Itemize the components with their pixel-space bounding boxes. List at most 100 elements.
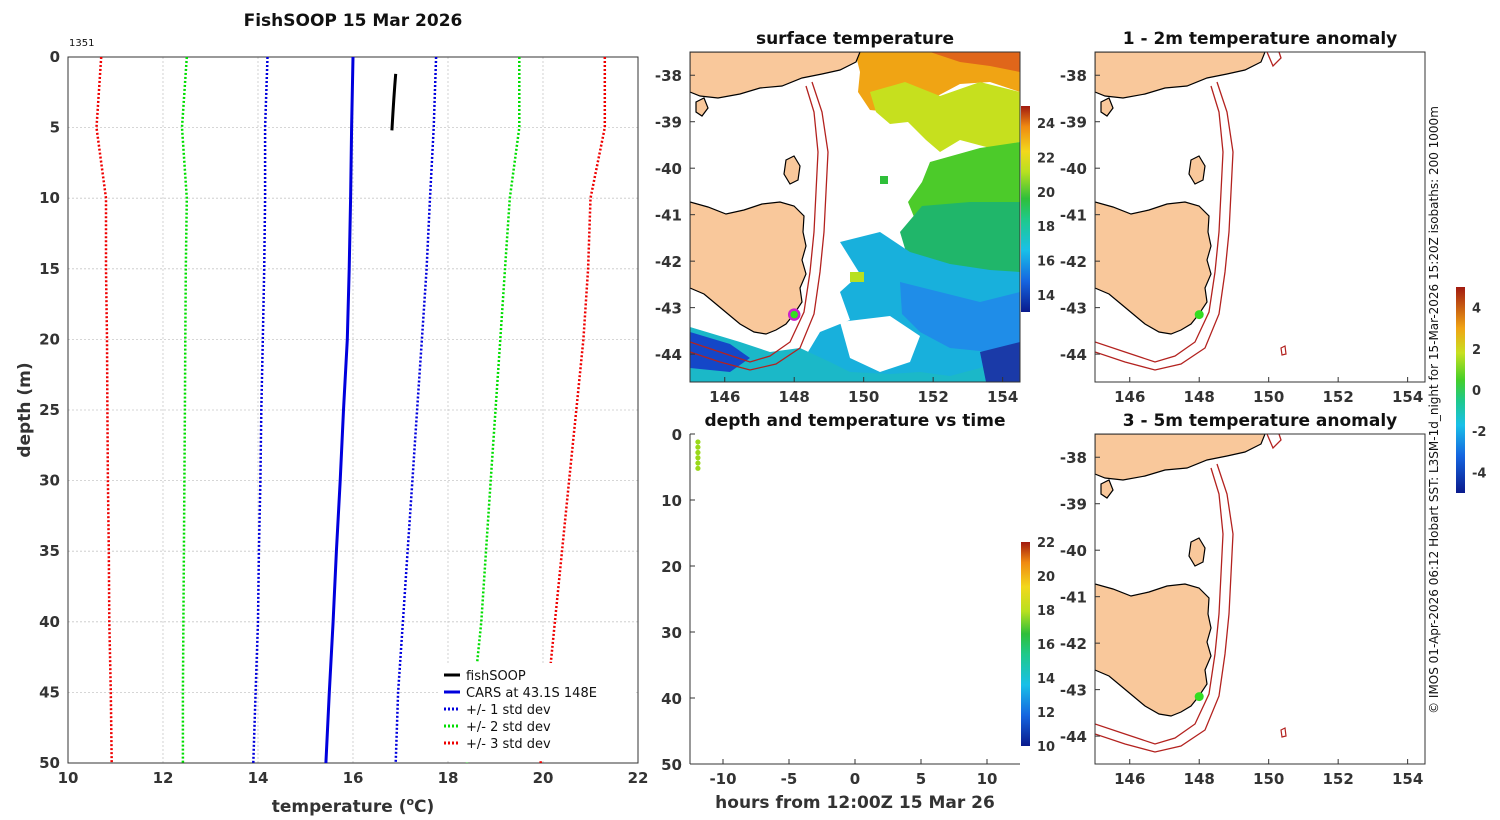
a1-y-tick--42: -42	[1060, 253, 1087, 271]
a2-x-tick-146: 146	[1114, 770, 1145, 788]
depth-time-colorbar-ticks: 10 12 14 16 18 20 22	[1037, 536, 1055, 755]
depth-time-colorbar-tick-22: 22	[1037, 536, 1055, 551]
a1-y-tick--44: -44	[1060, 346, 1087, 364]
a2-x-tick-154: 154	[1392, 770, 1423, 788]
depth-time-x-tick--10: -10	[709, 770, 736, 788]
sst-x-tick-146: 146	[709, 388, 740, 406]
legend-label-std1: +/- 1 std dev	[466, 703, 551, 718]
a1-y-tick--40: -40	[1060, 160, 1087, 178]
circle-marker-icon	[787, 308, 801, 321]
profile-xlabel-end: C)	[414, 797, 434, 817]
profile-y-axis-label: depth (m)	[15, 362, 35, 457]
profile-x-tick-12: 12	[153, 769, 174, 787]
sst-patch-seagreen	[900, 202, 1020, 272]
depth-time-point-0	[695, 439, 701, 445]
sst-x-ticks: 146 148 150 152 154	[709, 377, 1018, 406]
sst-colorbar-tick-18: 18	[1037, 220, 1055, 235]
depth-time-colorbar-tick-20: 20	[1037, 570, 1055, 585]
sst-y-tick--41: -41	[655, 207, 682, 225]
sst-x-tick-150: 150	[848, 388, 879, 406]
a2-y-tick--43: -43	[1060, 682, 1087, 700]
anomaly-colorbar-bar	[1456, 287, 1465, 493]
sst-patch-yellowgreen	[870, 82, 1020, 152]
depth-time-y-ticks: 0 10 20 30 40 50	[661, 426, 695, 774]
a2-y-tick--41: -41	[1060, 589, 1087, 607]
anomaly-colorbar: -4 -2 0 2 4	[1456, 287, 1486, 493]
sst-isobath-1000m	[690, 81, 829, 371]
profile-y-tick-35: 35	[39, 542, 60, 560]
anomaly-1-x-ticks: 146 148 150 152 154	[1114, 377, 1423, 406]
anomaly-1-title: 1 - 2m temperature anomaly	[1123, 29, 1398, 49]
a1-y-tick--39: -39	[1060, 114, 1087, 132]
a2-y-tick--44: -44	[1060, 728, 1087, 746]
a2-x-tick-152: 152	[1323, 770, 1354, 788]
a2-y-tick--42: -42	[1060, 635, 1087, 653]
profile-legend: fishSOOP CARS at 43.1S 148E +/- 1 std de…	[438, 663, 636, 761]
profile-x-tick-22: 22	[628, 769, 649, 787]
depth-time-x-tick--5: -5	[781, 770, 798, 788]
a1-x-tick-150: 150	[1253, 388, 1284, 406]
legend-label-fishsoop: fishSOOP	[466, 669, 526, 684]
depth-time-colorbar	[1021, 542, 1030, 746]
sst-x-tick-152: 152	[918, 388, 949, 406]
sst-map-field	[690, 52, 1020, 382]
sst-map-title: surface temperature	[756, 29, 954, 49]
sst-colorbar-tick-24: 24	[1037, 117, 1055, 132]
anomaly-colorbar-ticks: -4 -2 0 2 4	[1472, 302, 1486, 482]
depth-time-point-5	[695, 465, 701, 471]
profile-title: FishSOOP 15 Mar 2026	[244, 11, 463, 31]
profile-xlabel-sup: o	[406, 795, 414, 808]
a2-y-tick--39: -39	[1060, 496, 1087, 514]
anomaly-2-x-ticks: 146 148 150 152 154	[1114, 759, 1423, 788]
profile-y-tick-10: 10	[39, 189, 60, 207]
anomaly-colorbar-tick--4: -4	[1472, 466, 1486, 481]
sst-colorbar-tick-20: 20	[1037, 186, 1055, 201]
depth-time-y-tick-50: 50	[661, 756, 682, 774]
sst-patch-hot-northeast	[930, 52, 1020, 72]
anomaly-1-isobath-1000m	[1095, 81, 1234, 371]
profile-y-tick-5: 5	[50, 119, 60, 137]
legend-label-cars: CARS at 43.1S 148E	[466, 686, 597, 701]
anomaly-2-seamount	[1280, 727, 1287, 738]
sst-map: surface temperature	[655, 29, 1055, 406]
sst-cloud-gap	[840, 316, 920, 372]
anomaly-1-y-ticks: -38 -39 -40 -41 -42 -43 -44	[1060, 67, 1100, 364]
anomaly-2-field	[1095, 434, 1287, 753]
a2-y-tick--38: -38	[1060, 449, 1087, 467]
a1-y-tick--41: -41	[1060, 207, 1087, 225]
a1-y-tick--43: -43	[1060, 300, 1087, 318]
a1-x-tick-152: 152	[1323, 388, 1354, 406]
depth-time-y-tick-40: 40	[661, 690, 682, 708]
depth-time-colorbar-tick-12: 12	[1037, 706, 1055, 721]
depth-time-y-tick-0: 0	[672, 426, 682, 444]
depth-time-points	[695, 439, 701, 471]
anomaly-2-isobath-200m	[1095, 467, 1224, 745]
a2-y-tick--40: -40	[1060, 542, 1087, 560]
a1-x-tick-154: 154	[1392, 388, 1423, 406]
anomaly-colorbar-tick-4: 4	[1472, 302, 1481, 317]
credit-text: © IMOS 01-Apr-2026 06:12 Hobart SST: L3S…	[1427, 106, 1441, 714]
a2-x-tick-148: 148	[1184, 770, 1215, 788]
sst-y-tick--40: -40	[655, 160, 682, 178]
profile-series-4	[180, 56, 189, 763]
depth-time-x-ticks: -10 -5 0 5 10	[709, 759, 997, 788]
sst-y-tick--39: -39	[655, 114, 682, 132]
sst-speck-2	[850, 272, 864, 282]
profile-grid	[67, 56, 639, 764]
anomaly-map-1-2m: 1 - 2m temperature anomaly 146 148 150 152 1…	[1060, 29, 1426, 406]
profile-y-tick-0: 0	[50, 48, 60, 66]
profile-y-tick-50: 50	[39, 754, 60, 772]
depth-time-y-tick-30: 30	[661, 624, 682, 642]
anomaly-1-isobath-200m	[1095, 85, 1224, 363]
profile-x-ticks: 10 12 14 16 18 20 22	[58, 769, 649, 787]
depth-time-colorbar-tick-18: 18	[1037, 604, 1055, 619]
sst-colorbar	[1021, 106, 1030, 312]
profile-y-tick-30: 30	[39, 472, 60, 490]
sst-y-tick--43: -43	[655, 300, 682, 318]
depth-time-chart: depth and temperature vs time -10 -5 0 5 10 …	[661, 411, 1055, 813]
legend-background	[438, 663, 636, 761]
profile-series-6	[95, 56, 113, 764]
depth-time-x-tick-5: 5	[916, 770, 926, 788]
profile-x-tick-16: 16	[343, 769, 364, 787]
anomaly-2-isobath-1000m	[1095, 463, 1234, 753]
